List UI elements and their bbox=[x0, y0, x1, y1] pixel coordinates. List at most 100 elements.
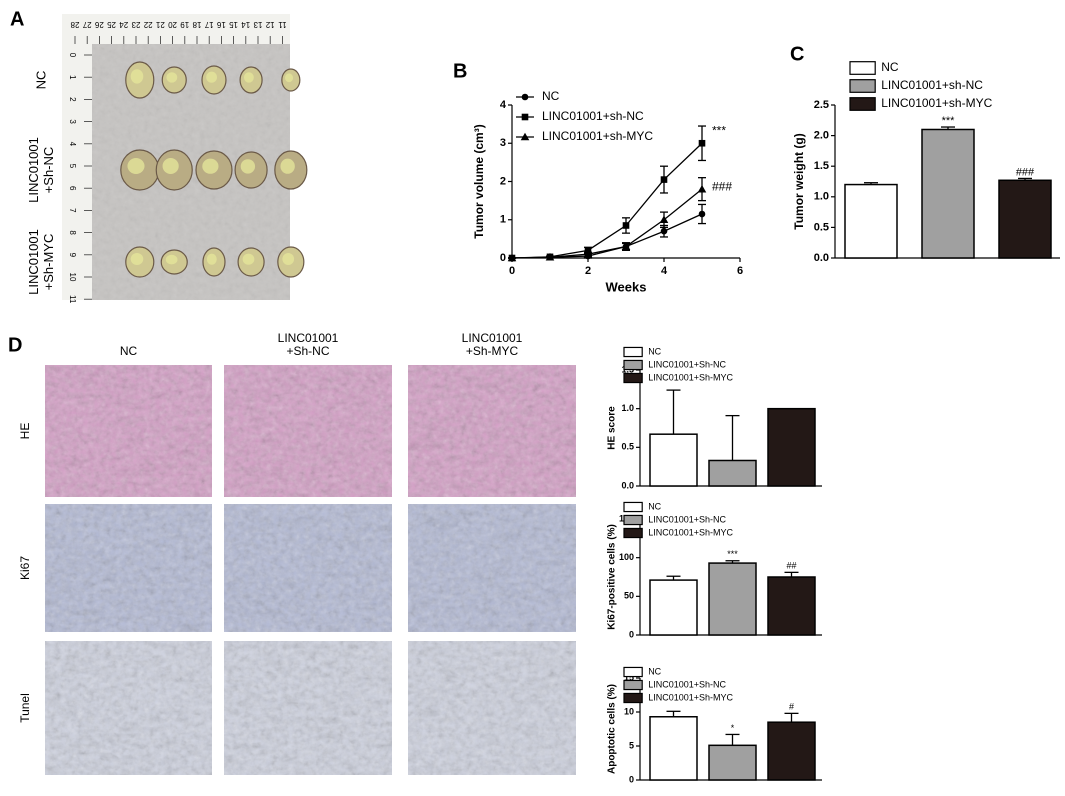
ruler-number: 8 bbox=[68, 230, 77, 235]
panel-label: C bbox=[790, 43, 804, 65]
photo-row-label: LINC01001 bbox=[26, 229, 41, 295]
histology-texture bbox=[45, 504, 212, 632]
bar bbox=[998, 179, 1052, 259]
significance-label: *** bbox=[727, 549, 738, 559]
tumor-highlight bbox=[243, 72, 254, 83]
histology-column-label: +Sh-NC bbox=[286, 344, 329, 358]
ruler-number: 24 bbox=[119, 20, 128, 29]
ruler-number: 14 bbox=[241, 20, 250, 29]
bar bbox=[708, 744, 757, 781]
bar bbox=[767, 576, 816, 636]
series-line bbox=[511, 213, 703, 259]
legend-swatch bbox=[623, 372, 643, 384]
x-tick-label: 6 bbox=[737, 265, 743, 277]
histology-texture bbox=[408, 504, 576, 632]
legend-swatch bbox=[623, 679, 643, 691]
bar bbox=[767, 721, 816, 781]
legend-label: NC bbox=[648, 666, 661, 676]
ruler-number: 1 bbox=[68, 75, 77, 80]
ruler-number: 22 bbox=[143, 20, 152, 29]
ruler-number: 27 bbox=[82, 20, 91, 29]
y-axis-label: HE score bbox=[607, 406, 618, 450]
legend-swatch bbox=[623, 359, 643, 371]
y-axis-label: Ki67-positive cells (%) bbox=[607, 524, 618, 630]
y-tick-label: 100 bbox=[619, 552, 634, 562]
histology-column-label: LINC01001 bbox=[462, 331, 523, 345]
histology-column-label: NC bbox=[120, 344, 138, 358]
histology-texture bbox=[224, 365, 392, 497]
significance-label: * bbox=[731, 723, 735, 733]
y-tick-label: 1 bbox=[500, 214, 506, 226]
tumor-highlight bbox=[127, 158, 145, 174]
photo-row-label: +Sh-MYC bbox=[41, 234, 56, 291]
tumor-highlight bbox=[282, 253, 295, 265]
bar bbox=[708, 562, 757, 636]
ruler-number: 20 bbox=[168, 20, 177, 29]
marker bbox=[660, 176, 668, 183]
marker bbox=[520, 132, 530, 141]
histology-row-label: Ki67 bbox=[18, 556, 32, 580]
legend-swatch bbox=[623, 666, 643, 678]
y-tick-label: 3 bbox=[500, 137, 506, 149]
series-line bbox=[511, 188, 703, 259]
bar bbox=[767, 407, 816, 487]
bar bbox=[649, 433, 698, 487]
ruler-number: 6 bbox=[68, 186, 77, 191]
y-tick-label: 1.5 bbox=[814, 160, 829, 172]
marker bbox=[545, 252, 555, 261]
tumor-highlight bbox=[130, 253, 144, 265]
tumor-highlight bbox=[206, 71, 217, 83]
y-tick-label: 2.0 bbox=[814, 130, 829, 142]
histology-row-label: HE bbox=[18, 423, 32, 440]
x-tick-label: 4 bbox=[661, 265, 668, 277]
tumor-highlight bbox=[240, 159, 256, 174]
legend-swatch bbox=[623, 346, 643, 358]
legend-swatch bbox=[623, 514, 643, 526]
legend-label: NC bbox=[648, 501, 661, 511]
ruler-number: 16 bbox=[216, 20, 225, 29]
significance-label: # bbox=[789, 702, 794, 712]
tumor-highlight bbox=[130, 69, 144, 84]
ruler-number: 3 bbox=[68, 119, 77, 124]
y-tick-label: 2 bbox=[500, 175, 506, 187]
significance-label: *** bbox=[942, 115, 956, 127]
legend-label: NC bbox=[648, 346, 661, 356]
legend-swatch bbox=[849, 97, 876, 111]
bar bbox=[708, 459, 757, 487]
legend-label: LINC01001+sh-NC bbox=[881, 78, 983, 92]
ruler-number: 5 bbox=[68, 164, 77, 169]
ruler-number: 11 bbox=[68, 295, 77, 304]
photo-row-label: +Sh-NC bbox=[41, 147, 56, 194]
ruler-number: 17 bbox=[204, 20, 213, 29]
photo-row-label: NC bbox=[33, 71, 48, 90]
x-tick-label: 0 bbox=[509, 265, 515, 277]
ruler-number: 10 bbox=[68, 273, 77, 282]
legend-label: NC bbox=[881, 60, 899, 74]
y-axis-label: Tumor volume (cm³) bbox=[472, 124, 486, 238]
tumor-highlight bbox=[166, 72, 178, 83]
y-axis-label: Tumor weight (g) bbox=[792, 133, 806, 229]
bar bbox=[649, 579, 698, 636]
ruler-number: 23 bbox=[131, 20, 140, 29]
y-tick-label: 50 bbox=[624, 591, 634, 601]
x-tick-label: 2 bbox=[585, 265, 591, 277]
histology-texture bbox=[45, 641, 212, 775]
ruler-number: 4 bbox=[68, 142, 77, 147]
ruler-number: 0 bbox=[68, 53, 77, 58]
marker bbox=[583, 249, 593, 258]
y-tick-label: 10 bbox=[624, 706, 634, 716]
histology-texture bbox=[45, 365, 212, 497]
significance-label: ### bbox=[1016, 166, 1035, 178]
panel-label: B bbox=[453, 60, 467, 82]
tumor-highlight bbox=[202, 158, 219, 174]
marker bbox=[622, 222, 630, 229]
ruler-number: 15 bbox=[229, 20, 238, 29]
ruler-number: 9 bbox=[68, 253, 77, 258]
y-axis-label: Apoptotic cells (%) bbox=[607, 684, 618, 774]
ruler bbox=[62, 14, 290, 44]
legend-swatch bbox=[623, 692, 643, 704]
marker bbox=[660, 227, 668, 235]
y-tick-label: 15 bbox=[624, 672, 634, 682]
tumor-highlight bbox=[162, 158, 179, 174]
histology-texture bbox=[408, 641, 576, 775]
